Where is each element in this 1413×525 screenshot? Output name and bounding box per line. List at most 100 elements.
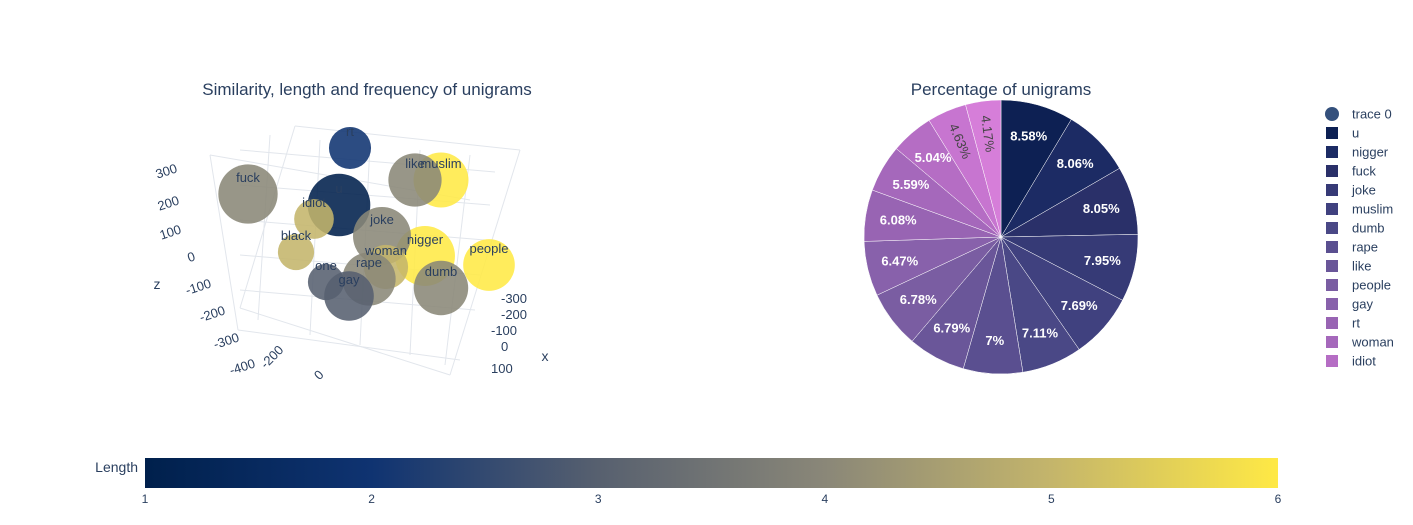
grid-line bbox=[294, 125, 521, 151]
legend-label: rape bbox=[1352, 240, 1378, 255]
scatter-point-label: gay bbox=[339, 272, 360, 287]
scatter-point-label: people bbox=[469, 241, 508, 256]
x-tick-label: -200 bbox=[501, 307, 527, 322]
legend-swatch bbox=[1326, 203, 1338, 215]
z-tick-label: -400 bbox=[228, 356, 257, 378]
colorbar-tick-label: 1 bbox=[142, 492, 149, 506]
pie-panel[interactable]: Percentage of unigrams 8.58% 8.06% 8.05% 7.… bbox=[863, 80, 1139, 375]
colorbar-tick-label: 3 bbox=[595, 492, 602, 506]
legend-label: muslim bbox=[1352, 202, 1393, 217]
legend-item[interactable]: u bbox=[1326, 126, 1359, 141]
legend-label: dumb bbox=[1352, 221, 1385, 236]
z-tick-label: -100 bbox=[184, 276, 213, 298]
pie-slice-label: 8.58% bbox=[1010, 129, 1047, 144]
scatter-point-label: woman bbox=[364, 243, 407, 258]
pie-slice-label: 5.04% bbox=[915, 150, 952, 165]
scatter-marker bbox=[388, 153, 442, 207]
pie-slice-label: 7.11% bbox=[1022, 326, 1059, 341]
scatter-point-label: rt bbox=[346, 124, 354, 139]
legend[interactable]: trace 0 u nigger fuck joke muslim dumb rape like… bbox=[1325, 107, 1394, 369]
scatter-marker bbox=[328, 126, 372, 170]
legend-swatch bbox=[1326, 146, 1338, 158]
scatter-point-label: black bbox=[281, 228, 312, 243]
pie-slice-label: 8.05% bbox=[1083, 201, 1120, 216]
legend-swatch bbox=[1326, 260, 1338, 272]
pie-slices bbox=[863, 99, 1139, 375]
z-tick-label: 200 bbox=[156, 193, 181, 214]
legend-item[interactable]: idiot bbox=[1326, 354, 1376, 369]
colorbar-gradient bbox=[145, 458, 1278, 488]
colorbar-title: Length bbox=[95, 459, 138, 475]
scatter-marker bbox=[324, 271, 374, 321]
scatter-point-label: like bbox=[405, 156, 425, 171]
z-tick-label: -300 bbox=[212, 330, 241, 352]
legend-item[interactable]: fuck bbox=[1326, 164, 1376, 179]
legend-label: u bbox=[1352, 126, 1359, 141]
legend-marker bbox=[1325, 107, 1339, 121]
legend-item[interactable]: like bbox=[1326, 259, 1372, 274]
scatter-point-label: muslim bbox=[420, 156, 461, 171]
legend-label: joke bbox=[1351, 183, 1376, 198]
legend-item[interactable]: muslim bbox=[1326, 202, 1393, 217]
legend-label: trace 0 bbox=[1352, 107, 1392, 122]
pie-slice-label: 7.95% bbox=[1084, 253, 1121, 268]
legend-label: idiot bbox=[1352, 354, 1376, 369]
legend-swatch bbox=[1326, 184, 1338, 196]
colorbar-tick-label: 4 bbox=[821, 492, 828, 506]
legend-item[interactable]: trace 0 bbox=[1325, 107, 1392, 122]
pie-slice-label: 7% bbox=[985, 333, 1004, 348]
legend-item[interactable]: people bbox=[1326, 278, 1391, 293]
scatter-point-label: joke bbox=[369, 212, 394, 227]
scatter-point-label: idiot bbox=[302, 195, 326, 210]
legend-label: people bbox=[1352, 278, 1391, 293]
grid-line bbox=[239, 125, 296, 309]
legend-swatch bbox=[1326, 165, 1338, 177]
legend-swatch bbox=[1326, 336, 1338, 348]
legend-label: rt bbox=[1352, 316, 1360, 331]
legend-swatch bbox=[1326, 355, 1338, 367]
legend-item[interactable]: dumb bbox=[1326, 221, 1385, 236]
grid-line bbox=[257, 134, 271, 321]
scatter3d-panel[interactable]: Similarity, length and frequency of unig… bbox=[154, 80, 549, 383]
legend-item[interactable]: woman bbox=[1326, 335, 1394, 350]
grid-line bbox=[209, 154, 239, 331]
z-tick-label: -200 bbox=[198, 303, 227, 325]
x-tick-label: -300 bbox=[501, 291, 527, 306]
pie-slice-label: 4.17% bbox=[978, 114, 998, 153]
legend-label: like bbox=[1352, 259, 1372, 274]
colorbar-ticks: 1 2 3 4 5 6 bbox=[142, 492, 1282, 506]
legend-item[interactable]: rape bbox=[1326, 240, 1378, 255]
grid-line bbox=[237, 329, 461, 361]
legend-item[interactable]: nigger bbox=[1326, 145, 1389, 160]
scatter-marker bbox=[218, 164, 278, 224]
scatter-marker bbox=[294, 199, 334, 239]
grid-line bbox=[239, 307, 451, 376]
pie-slice-label: 6.79% bbox=[933, 321, 970, 336]
colorbar: Length 1 2 3 4 5 6 bbox=[95, 458, 1282, 506]
scatter-point-label: u bbox=[335, 181, 342, 196]
scatter-point-label: nigger bbox=[407, 232, 444, 247]
legend-swatch bbox=[1326, 298, 1338, 310]
scatter-point-label: fuck bbox=[236, 170, 260, 185]
x-tick-label: 100 bbox=[491, 361, 513, 376]
pie-title: Percentage of unigrams bbox=[911, 80, 1092, 99]
legend-item[interactable]: joke bbox=[1326, 183, 1376, 198]
legend-label: gay bbox=[1352, 297, 1373, 312]
y-tick-label: -200 bbox=[257, 342, 286, 371]
z-tick-label: 0 bbox=[185, 249, 197, 266]
legend-swatch bbox=[1326, 317, 1338, 329]
legend-item[interactable]: rt bbox=[1326, 316, 1360, 331]
pie-slice-label: 6.47% bbox=[881, 253, 918, 268]
colorbar-tick-label: 6 bbox=[1275, 492, 1282, 506]
scatter-marker bbox=[277, 233, 315, 271]
x-tick-label: 0 bbox=[501, 339, 508, 354]
scatter-point-label: dumb bbox=[425, 264, 458, 279]
colorbar-tick-label: 5 bbox=[1048, 492, 1055, 506]
scatter-point-label: rape bbox=[356, 255, 382, 270]
legend-swatch bbox=[1326, 127, 1338, 139]
scatter-marker bbox=[463, 239, 515, 291]
legend-item[interactable]: gay bbox=[1326, 297, 1373, 312]
legend-label: woman bbox=[1351, 335, 1394, 350]
